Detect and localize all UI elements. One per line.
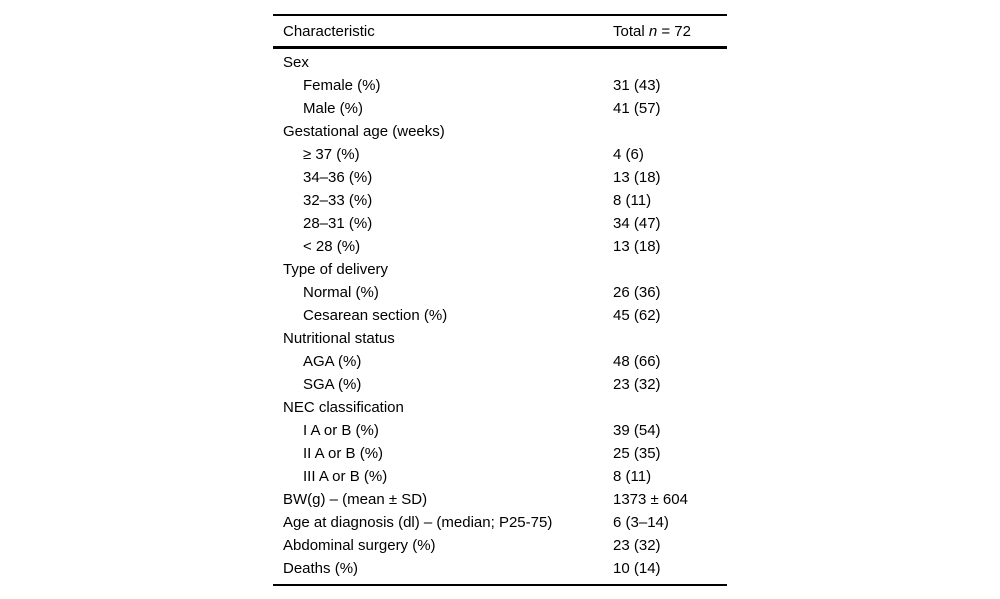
row-label: Nutritional status [283, 330, 395, 347]
row-label: II A or B (%) [303, 445, 384, 462]
table-row: Cesarean section (%) 45 (62) [273, 304, 727, 327]
row-label: Male (%) [303, 100, 364, 117]
row-value: 13 (18) [613, 238, 661, 255]
table-row: Abdominal surgery (%) 23 (32) [273, 534, 727, 557]
table-header-row: Characteristic Total n = 72 [273, 16, 727, 49]
row-value: 48 (66) [613, 353, 661, 370]
row-label: BW(g) – (mean ± SD) [283, 491, 428, 508]
row-label: NEC classification [283, 399, 404, 416]
table-row: III A or B (%) 8 (11) [273, 465, 727, 488]
table-row: Gestational age (weeks) [273, 120, 727, 143]
row-value: 1373 ± 604 [613, 491, 688, 508]
row-label: Sex [283, 54, 309, 71]
table-row: 34–36 (%) 13 (18) [273, 166, 727, 189]
row-label: Gestational age (weeks) [283, 123, 445, 140]
row-label: Deaths (%) [283, 560, 359, 577]
table-row: Age at diagnosis (dl) – (median; P25-75)… [273, 511, 727, 534]
row-value: 39 (54) [613, 422, 661, 439]
table-row: Nutritional status [273, 327, 727, 350]
row-label: Type of delivery [283, 261, 389, 278]
header-total-n: n [648, 22, 658, 40]
header-characteristic: Characteristic [283, 22, 375, 40]
row-value: 6 (3–14) [613, 514, 669, 531]
header-total: Total n = 72 [613, 23, 727, 40]
row-label: I A or B (%) [303, 422, 379, 439]
row-label: < 28 (%) [303, 238, 361, 255]
row-label: ≥ 37 (%) [303, 146, 360, 163]
table-row: I A or B (%) 39 (54) [273, 419, 727, 442]
row-label: Normal (%) [303, 284, 379, 301]
row-label: SGA (%) [303, 376, 362, 393]
row-value: 8 (11) [613, 468, 652, 485]
row-label: Abdominal surgery (%) [283, 537, 436, 554]
table-row: Deaths (%) 10 (14) [273, 557, 727, 580]
table-row: Female (%) 31 (43) [273, 74, 727, 97]
row-value: 23 (32) [613, 537, 661, 554]
table-row: < 28 (%) 13 (18) [273, 235, 727, 258]
row-value: 26 (36) [613, 284, 661, 301]
row-label: Female (%) [303, 77, 381, 94]
table-row: II A or B (%) 25 (35) [273, 442, 727, 465]
table-row: Sex [273, 51, 727, 74]
row-label: AGA (%) [303, 353, 362, 370]
row-value: 31 (43) [613, 77, 661, 94]
table-row: ≥ 37 (%) 4 (6) [273, 143, 727, 166]
table-row: AGA (%) 48 (66) [273, 350, 727, 373]
row-label: 34–36 (%) [303, 169, 373, 186]
row-value: 23 (32) [613, 376, 661, 393]
row-value: 25 (35) [613, 445, 661, 462]
row-value: 41 (57) [613, 100, 661, 117]
row-label: Age at diagnosis (dl) – (median; P25-75) [283, 514, 553, 531]
table-row: Male (%) 41 (57) [273, 97, 727, 120]
row-label: 32–33 (%) [303, 192, 373, 209]
table-row: SGA (%) 23 (32) [273, 373, 727, 396]
table-row: BW(g) – (mean ± SD) 1373 ± 604 [273, 488, 727, 511]
row-label: Cesarean section (%) [303, 307, 448, 324]
header-total-suffix: = 72 [657, 22, 691, 40]
row-value: 4 (6) [613, 146, 644, 163]
table-row: Type of delivery [273, 258, 727, 281]
row-value: 34 (47) [613, 215, 661, 232]
table-row: 32–33 (%) 8 (11) [273, 189, 727, 212]
row-label: III A or B (%) [303, 468, 388, 485]
row-value: 10 (14) [613, 560, 661, 577]
table-row: 28–31 (%) 34 (47) [273, 212, 727, 235]
row-value: 8 (11) [613, 192, 652, 209]
table-row: NEC classification [273, 396, 727, 419]
row-value: 13 (18) [613, 169, 661, 186]
table-body: Sex Female (%) 31 (43) Male (%) 41 (57) … [273, 49, 727, 584]
characteristics-table: Characteristic Total n = 72 Sex Female (… [273, 14, 727, 586]
row-label: 28–31 (%) [303, 215, 373, 232]
row-value: 45 (62) [613, 307, 661, 324]
header-total-prefix: Total [613, 22, 649, 40]
table-row: Normal (%) 26 (36) [273, 281, 727, 304]
